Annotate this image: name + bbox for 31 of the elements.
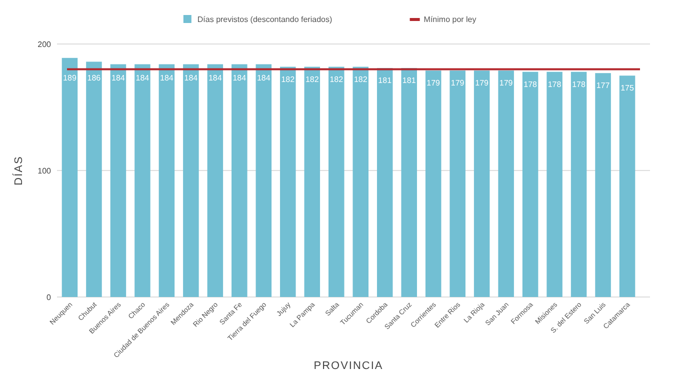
data-label: 179 <box>475 78 490 88</box>
y-tick-label: 100 <box>38 166 52 176</box>
data-label: 189 <box>63 73 77 82</box>
data-label: 184 <box>136 73 150 82</box>
data-label: 178 <box>572 80 586 89</box>
data-label: 184 <box>160 73 174 82</box>
data-label: 182 <box>281 74 296 84</box>
y-tick-label: 200 <box>38 40 52 49</box>
data-label: 178 <box>524 80 538 89</box>
data-label: 182 <box>330 74 344 84</box>
data-label: 181 <box>378 76 392 86</box>
legend-label: Días previstos (descontando feriados) <box>197 15 332 24</box>
data-label: 182 <box>354 74 368 84</box>
data-label: 184 <box>112 73 126 82</box>
data-label: 181 <box>402 76 416 86</box>
data-label: 179 <box>450 78 465 88</box>
y-tick-label: 0 <box>46 293 52 302</box>
data-label: 178 <box>548 80 562 89</box>
data-label: 175 <box>620 84 634 93</box>
data-label: 182 <box>305 74 320 84</box>
y-axis-title: DÍAS <box>12 156 25 186</box>
data-label: 186 <box>87 73 102 82</box>
legend-label: Mínimo por ley <box>424 15 476 24</box>
data-label: 177 <box>596 81 610 90</box>
data-label: 184 <box>256 73 271 82</box>
data-label: 184 <box>232 73 247 82</box>
data-label: 179 <box>499 78 514 88</box>
x-axis-title: PROVINCIA <box>314 360 384 372</box>
data-label: 184 <box>208 73 222 82</box>
data-label: 179 <box>426 78 441 88</box>
data-label: 184 <box>184 73 198 82</box>
